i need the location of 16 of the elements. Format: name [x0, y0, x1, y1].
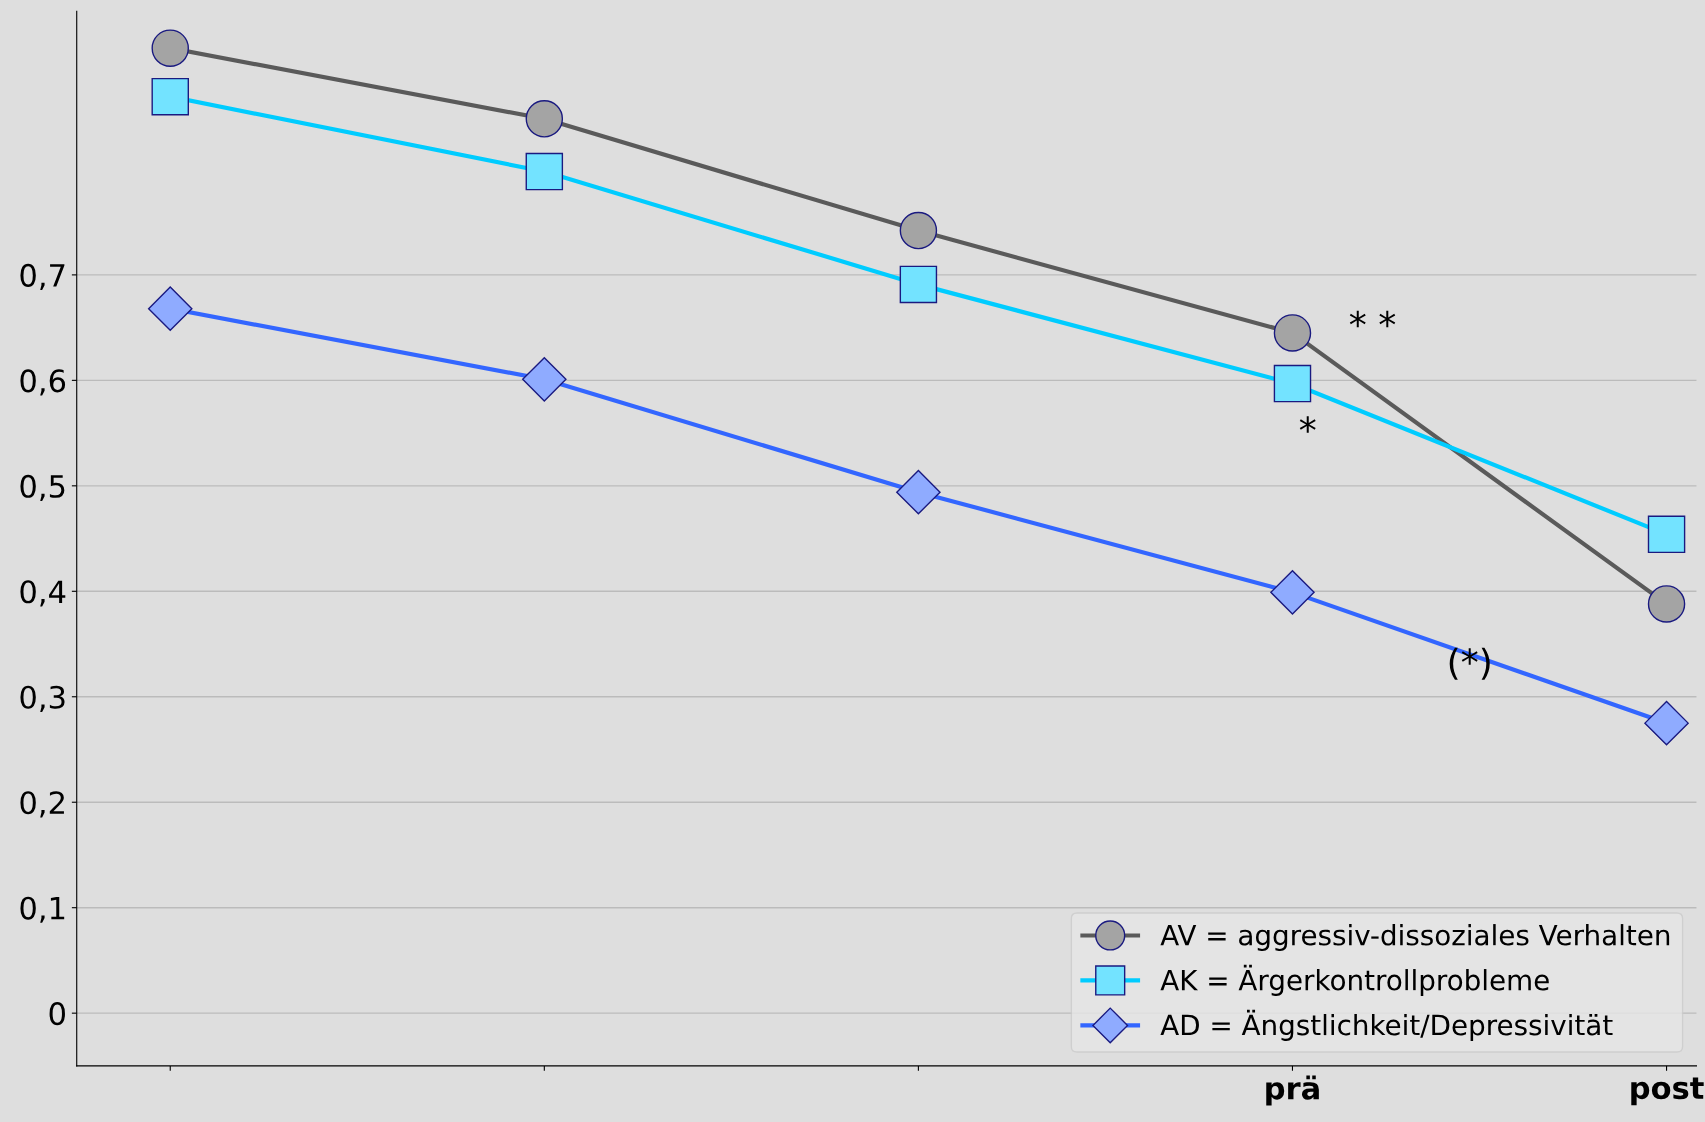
y-tick-label: 0,5 — [20, 474, 65, 501]
y-tick-label: 0,3 — [20, 685, 65, 712]
y-tick-label: 0 — [49, 1002, 65, 1026]
annotation: * — [1299, 416, 1316, 433]
legend-label: AK = Ärgerkontrollprobleme — [1160, 964, 1549, 996]
y-tick-label: 0,4 — [20, 580, 66, 607]
legend-label: AV = aggressiv-dissoziales Verhalten — [1160, 924, 1670, 951]
y-tick-label: 0,1 — [20, 896, 65, 923]
x-tick-label: prä — [1266, 1075, 1319, 1106]
y-tick-label: 0,7 — [20, 263, 65, 291]
y-tick-label: 0,6 — [20, 369, 66, 396]
y-tick-label: 0,2 — [20, 791, 64, 818]
x-tick-label: post — [1631, 1077, 1704, 1106]
legend-label: AD = Ängstlichkeit/Depressivität — [1160, 1009, 1613, 1041]
annotation: (*) — [1449, 647, 1490, 680]
annotation: * * — [1349, 310, 1396, 328]
